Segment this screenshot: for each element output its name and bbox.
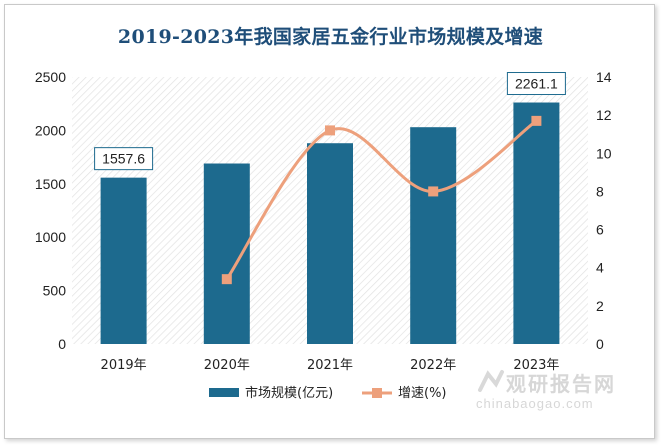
data-label-box — [94, 147, 154, 171]
legend-bg — [206, 383, 354, 403]
growth-line[interactable] — [225, 119, 538, 281]
growth-marker[interactable] — [531, 115, 542, 126]
y-left-tick-label: 1500 — [35, 176, 66, 192]
y-left-tick-label: 2000 — [35, 122, 66, 138]
x-tick-label: 2022年 — [410, 358, 456, 373]
x-tick-label: 2019年 — [101, 358, 147, 373]
legend-swatch-marker — [372, 388, 382, 398]
y-right-tick-label: 6 — [596, 222, 604, 238]
y-left-tick-label: 500 — [43, 283, 67, 299]
watermark-logo-icon — [478, 370, 504, 392]
bar[interactable] — [307, 143, 353, 344]
data-label-box — [506, 72, 566, 96]
y-right-tick-label: 10 — [596, 145, 612, 161]
legend-label-bar: 市场规模(亿元) — [245, 385, 333, 401]
growth-marker[interactable] — [325, 125, 335, 136]
growth-marker[interactable] — [221, 274, 232, 285]
x-tick-label: 2020年 — [204, 358, 250, 373]
y-left-tick-label: 0 — [58, 336, 66, 352]
y-right-tick-label: 4 — [596, 260, 604, 276]
y-right-tick-label: 14 — [596, 69, 612, 85]
bar[interactable] — [513, 102, 560, 344]
bar[interactable] — [410, 127, 457, 344]
legend-label-line: 增速(%) — [398, 386, 447, 401]
x-tick-label: 2023年 — [513, 358, 559, 373]
x-tick-label: 2021年 — [307, 358, 353, 373]
y-left-tick-label: 2500 — [35, 69, 66, 85]
watermark-en: chinabaogao.com — [476, 396, 594, 411]
y-right-tick-label: 2 — [596, 298, 604, 314]
data-label: 2261.1 — [515, 76, 558, 92]
chart-title: 2019-2023年我国家居五金行业市场规模及增速 — [117, 26, 544, 48]
y-right-tick-label: 0 — [596, 336, 604, 352]
legend-swatch-bar — [209, 388, 239, 397]
y-right-tick-label: 12 — [596, 107, 612, 123]
watermark-cn: 观研报告网 — [506, 372, 616, 396]
data-label: 1557.6 — [102, 151, 145, 167]
bar[interactable] — [100, 177, 147, 344]
growth-marker[interactable] — [428, 186, 439, 197]
y-left-tick-label: 1000 — [35, 229, 66, 245]
y-right-tick-label: 8 — [596, 183, 604, 199]
watermark: 观研报告网 chinabaogao.com — [472, 368, 632, 416]
